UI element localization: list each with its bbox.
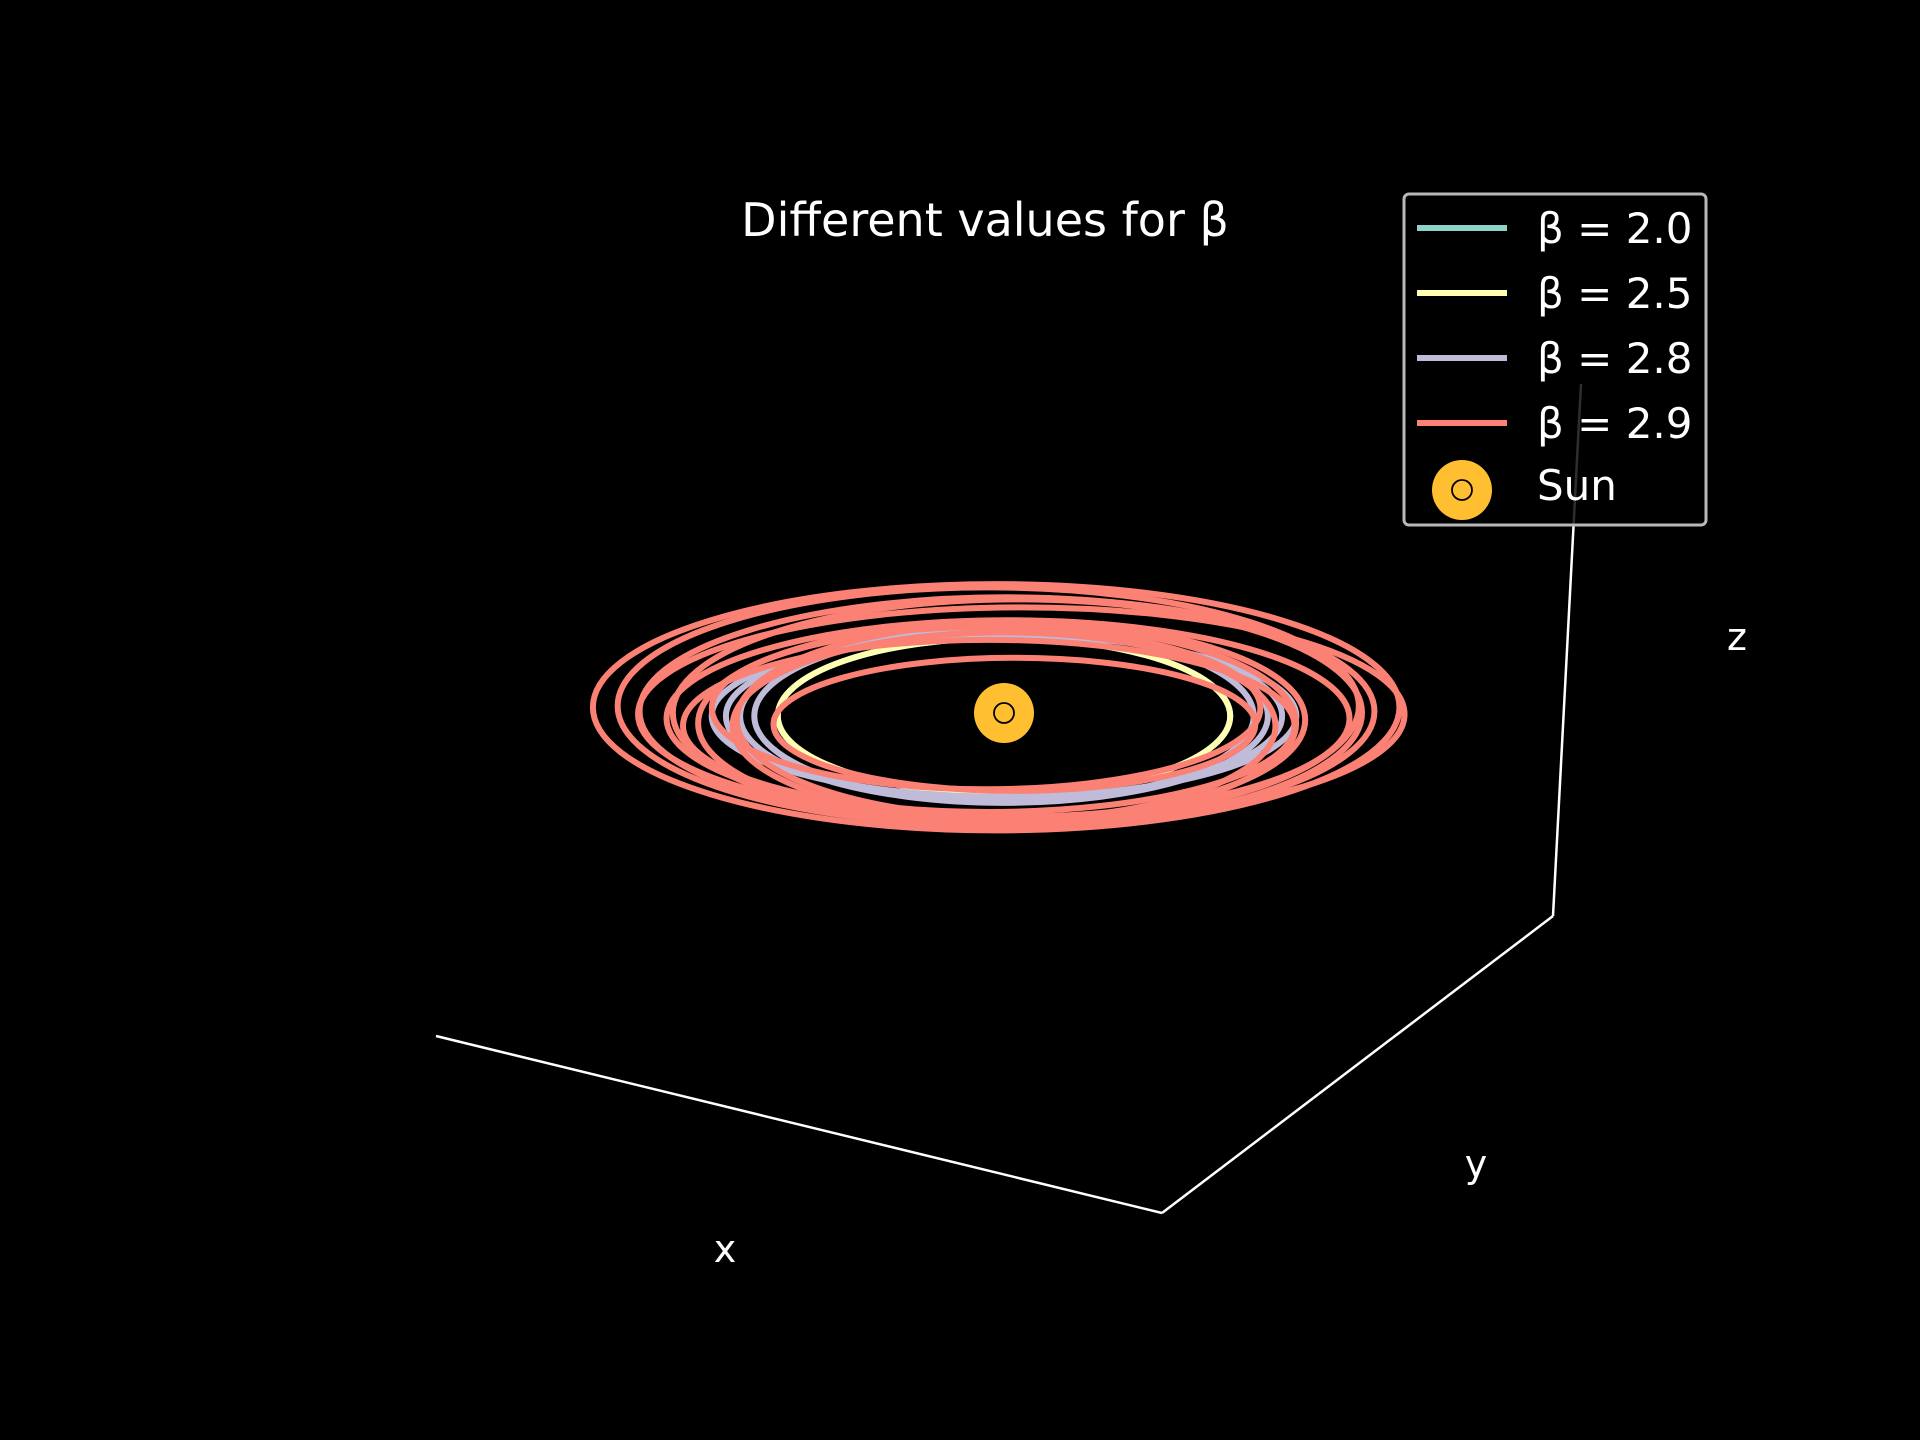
legend-label-beta-2-5: β = 2.5 — [1537, 269, 1693, 318]
x-axis-label: x — [714, 1227, 737, 1271]
legend-label-beta-2-9: β = 2.9 — [1537, 399, 1693, 448]
z-axis-label: z — [1727, 615, 1747, 659]
y-axis-line — [1161, 915, 1554, 1214]
legend-label-beta-2-8: β = 2.8 — [1537, 334, 1693, 383]
orbit-line-series-4 — [679, 636, 1298, 815]
legend-label-sun: Sun — [1537, 461, 1617, 510]
orbit-line-series-4 — [770, 654, 1259, 794]
legend-sun-symbol-icon — [1451, 479, 1473, 501]
orbit-line-series-4 — [636, 594, 1378, 829]
legend-label-beta-2-0: β = 2.0 — [1537, 204, 1693, 253]
orbit-series-group — [589, 581, 1408, 834]
legend: β = 2.0 β = 2.5 β = 2.8 β = 2.9 Sun — [1402, 192, 1708, 527]
sun-marker-disc — [974, 683, 1034, 743]
orbit-line-series-4 — [589, 581, 1403, 834]
sun-symbol-icon — [993, 702, 1015, 724]
legend-frame — [1402, 192, 1708, 527]
x-axis-line — [435, 1034, 1163, 1215]
sun-marker — [974, 683, 1034, 743]
legend-sun-marker — [1432, 460, 1492, 520]
chart-title: Different values for β — [741, 193, 1229, 247]
y-axis-label: y — [1465, 1142, 1488, 1186]
